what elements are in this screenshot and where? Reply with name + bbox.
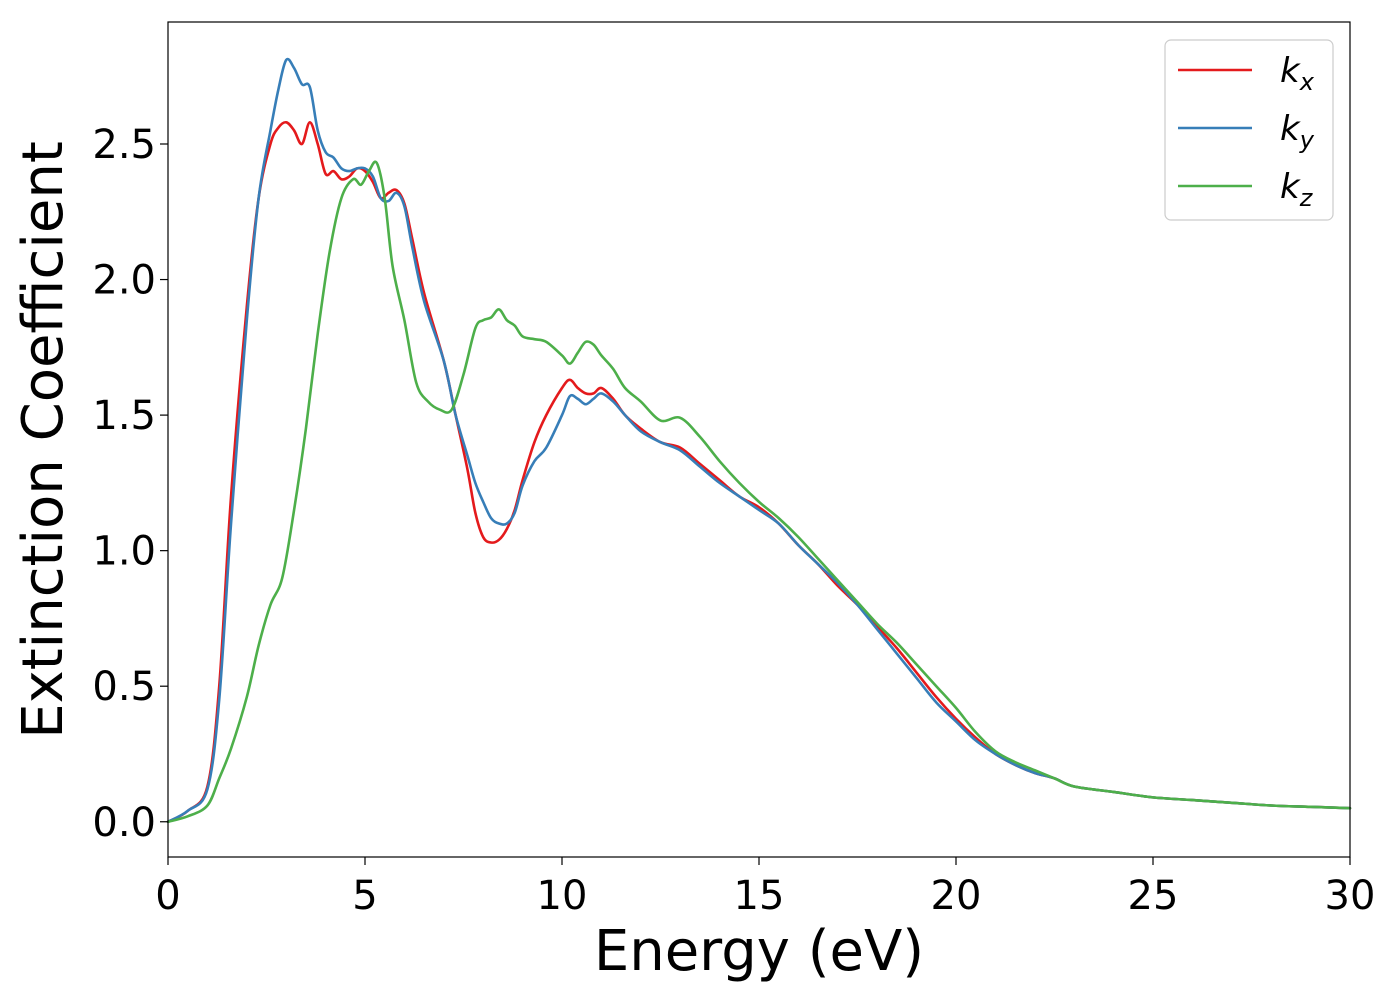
x-tick-label: 20: [931, 873, 982, 919]
x-tick-label: 25: [1128, 873, 1179, 919]
x-axis-ticks: 0 5 10 15 20 25 30: [155, 857, 1375, 919]
y-tick-label: 2.0: [92, 258, 156, 304]
y-tick-label: 1.5: [92, 393, 156, 439]
legend-label-kz: kz: [1280, 167, 1314, 212]
series-line-ky: [166, 57, 1352, 824]
x-axis-title: Energy (eV): [594, 919, 924, 984]
series-line-kz: [166, 160, 1352, 824]
legend-label-kx: kx: [1280, 51, 1315, 96]
y-axis-title: Extinction Coefficient: [11, 141, 76, 739]
y-tick-label: 2.5: [92, 122, 156, 168]
series-line-kx: [166, 120, 1352, 824]
y-tick-label: 0.0: [92, 800, 156, 846]
x-tick-label: 10: [537, 873, 588, 919]
x-tick-label: 15: [734, 873, 785, 919]
x-tick-label: 0: [155, 873, 180, 919]
legend-box: [1164, 39, 1334, 221]
y-tick-label: 1.0: [92, 529, 156, 575]
legend: kx ky kz: [1164, 39, 1334, 221]
legend-label-ky: ky: [1280, 109, 1315, 154]
y-tick-label: 0.5: [92, 664, 156, 710]
x-tick-label: 5: [352, 873, 377, 919]
x-tick-label: 30: [1325, 873, 1376, 919]
y-axis-ticks: 0.0 0.5 1.0 1.5 2.0 2.5: [92, 122, 168, 846]
series-layer: [166, 57, 1352, 824]
